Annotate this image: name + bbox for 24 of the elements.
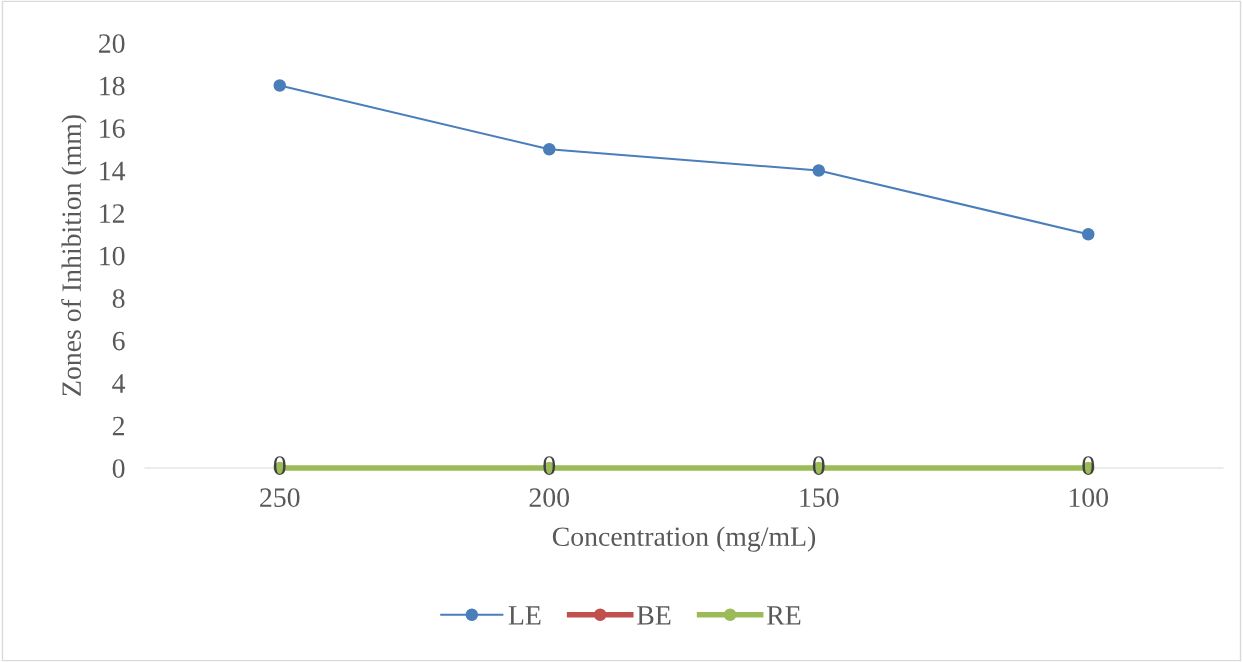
x-axis-title: Concentration (mg/mL): [552, 526, 816, 552]
point: [812, 164, 826, 177]
point: [1081, 227, 1095, 241]
y-tick-label: 10: [100, 246, 125, 266]
point: [273, 79, 287, 92]
y-tick-label: 20: [99, 34, 125, 53]
legend-label: LE: [508, 606, 541, 625]
y-tick-label: 2: [112, 416, 125, 436]
point: [542, 142, 556, 156]
y-tick-label: 18: [100, 76, 125, 96]
legend-label: RE: [767, 606, 801, 625]
x-tick-label: 150: [800, 488, 839, 507]
y-tick-label: 8: [112, 289, 125, 308]
y-tick-label: 0: [112, 459, 125, 478]
y-tick-label: 6: [112, 331, 125, 351]
y-axis-title: Zones of Inhibition (mm): [61, 115, 87, 396]
x-tick-label: 200: [529, 488, 570, 507]
y-tick-label: 4: [112, 374, 126, 393]
y-tick-label: 12: [100, 204, 125, 223]
x-tick-label: 250: [260, 488, 300, 507]
legend-label: BE: [637, 606, 671, 625]
x-tick-label: 100: [1069, 488, 1109, 507]
y-tick-label: 14: [100, 161, 126, 181]
y-tick-label: 16: [100, 119, 125, 138]
